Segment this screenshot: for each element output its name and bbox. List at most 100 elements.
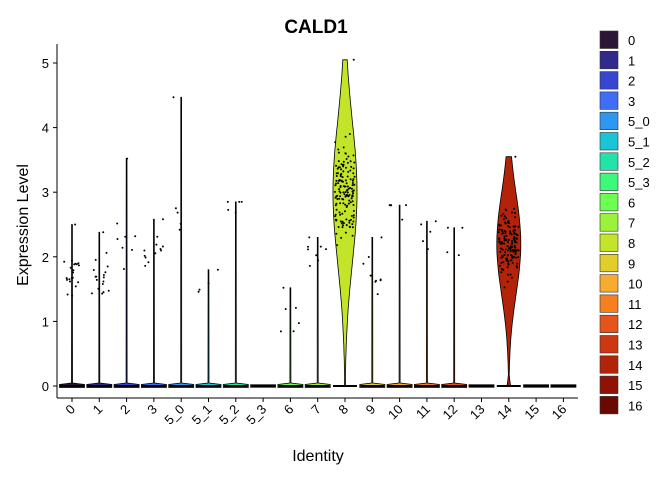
point-0	[70, 276, 73, 279]
point-8	[334, 218, 337, 221]
point-14	[505, 234, 508, 237]
violin-14	[496, 156, 522, 387]
legend-key-3	[599, 91, 619, 110]
point-5_0	[174, 207, 177, 210]
point-14	[504, 248, 507, 251]
point-3	[144, 256, 147, 259]
point-1	[94, 258, 97, 261]
point-14	[510, 239, 513, 242]
legend-key-16	[599, 396, 619, 415]
point-7	[319, 245, 322, 248]
point-8	[338, 188, 341, 191]
point-14	[513, 207, 516, 210]
violin-11	[414, 220, 440, 388]
point-11	[429, 230, 432, 233]
point-8	[335, 172, 338, 175]
point-8	[342, 222, 345, 225]
point-11	[420, 223, 423, 226]
x-tick-label-9: 9	[363, 402, 379, 418]
point-8	[335, 208, 338, 211]
point-14	[515, 265, 518, 268]
point-8	[342, 198, 345, 201]
point-14	[505, 217, 508, 220]
point-14	[505, 238, 508, 241]
point-8	[339, 213, 342, 216]
point-14	[514, 233, 517, 235]
point-1	[102, 231, 105, 234]
point-14	[516, 262, 519, 265]
point-8	[342, 146, 345, 149]
violin-group-12	[441, 226, 468, 388]
point-8	[342, 202, 345, 205]
point-5_1	[198, 288, 201, 291]
legend-label-9: 9	[628, 256, 635, 271]
point-7	[307, 245, 309, 248]
legend-label-5_2: 5_2	[628, 155, 650, 170]
legend-key-5_1	[599, 132, 619, 151]
point-0	[70, 259, 73, 262]
legend-label-0: 0	[628, 33, 635, 48]
point-8	[350, 197, 353, 200]
legend-label-6: 6	[628, 195, 635, 210]
x-axis-title: Identity	[292, 448, 344, 465]
point-14	[503, 215, 506, 218]
point-8	[347, 202, 350, 205]
point-0	[73, 263, 76, 266]
point-2	[124, 235, 127, 238]
point-8	[353, 161, 356, 164]
point-8	[344, 210, 346, 213]
point-14	[512, 230, 515, 233]
violin-group-10	[386, 204, 413, 388]
point-14	[501, 230, 504, 233]
point-0	[72, 269, 75, 272]
point-1	[90, 292, 93, 295]
point-5_2	[227, 208, 230, 211]
legend-label-2: 2	[628, 74, 635, 89]
point-14	[510, 254, 513, 257]
point-14	[499, 250, 502, 253]
point-5_1	[197, 290, 200, 293]
violin-group-3	[141, 218, 167, 388]
point-8	[336, 167, 339, 170]
legend-label-16: 16	[628, 398, 642, 413]
point-14	[510, 233, 513, 236]
point-14	[515, 249, 518, 252]
point-8	[340, 163, 343, 166]
point-8	[339, 220, 342, 223]
violin-2	[113, 158, 140, 388]
point-14	[510, 276, 513, 279]
point-0	[74, 223, 77, 226]
point-14	[517, 256, 520, 259]
point-14	[514, 253, 517, 256]
point-14	[506, 241, 509, 244]
point-8	[342, 191, 345, 194]
point-2	[121, 246, 124, 249]
point-8	[346, 189, 349, 191]
x-tick-label-0: 0	[62, 402, 78, 418]
point-8	[335, 202, 338, 205]
point-8	[334, 190, 336, 193]
point-1	[102, 274, 105, 276]
point-14	[512, 225, 515, 228]
point-14	[509, 232, 512, 235]
point-0	[66, 293, 69, 296]
point-8	[351, 190, 354, 193]
point-5_0	[172, 96, 175, 99]
point-8	[334, 184, 337, 187]
legend-key-11	[599, 294, 619, 313]
point-8	[335, 164, 338, 167]
point-5_2	[234, 211, 237, 214]
point-5_1	[207, 282, 210, 285]
point-8	[349, 178, 352, 181]
point-14	[501, 256, 504, 258]
violin-7	[304, 237, 331, 388]
point-14	[513, 232, 516, 235]
point-8	[344, 179, 347, 182]
point-2	[116, 238, 119, 240]
point-3	[160, 249, 163, 252]
legend-key-15	[599, 375, 619, 394]
violin-group-2	[113, 157, 140, 388]
legend-label-14: 14	[628, 358, 642, 373]
violin-10	[386, 204, 413, 388]
